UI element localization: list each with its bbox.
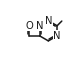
Text: N: N bbox=[53, 31, 61, 41]
Text: O: O bbox=[25, 20, 33, 30]
Text: N: N bbox=[36, 21, 43, 31]
Text: N: N bbox=[45, 16, 52, 26]
